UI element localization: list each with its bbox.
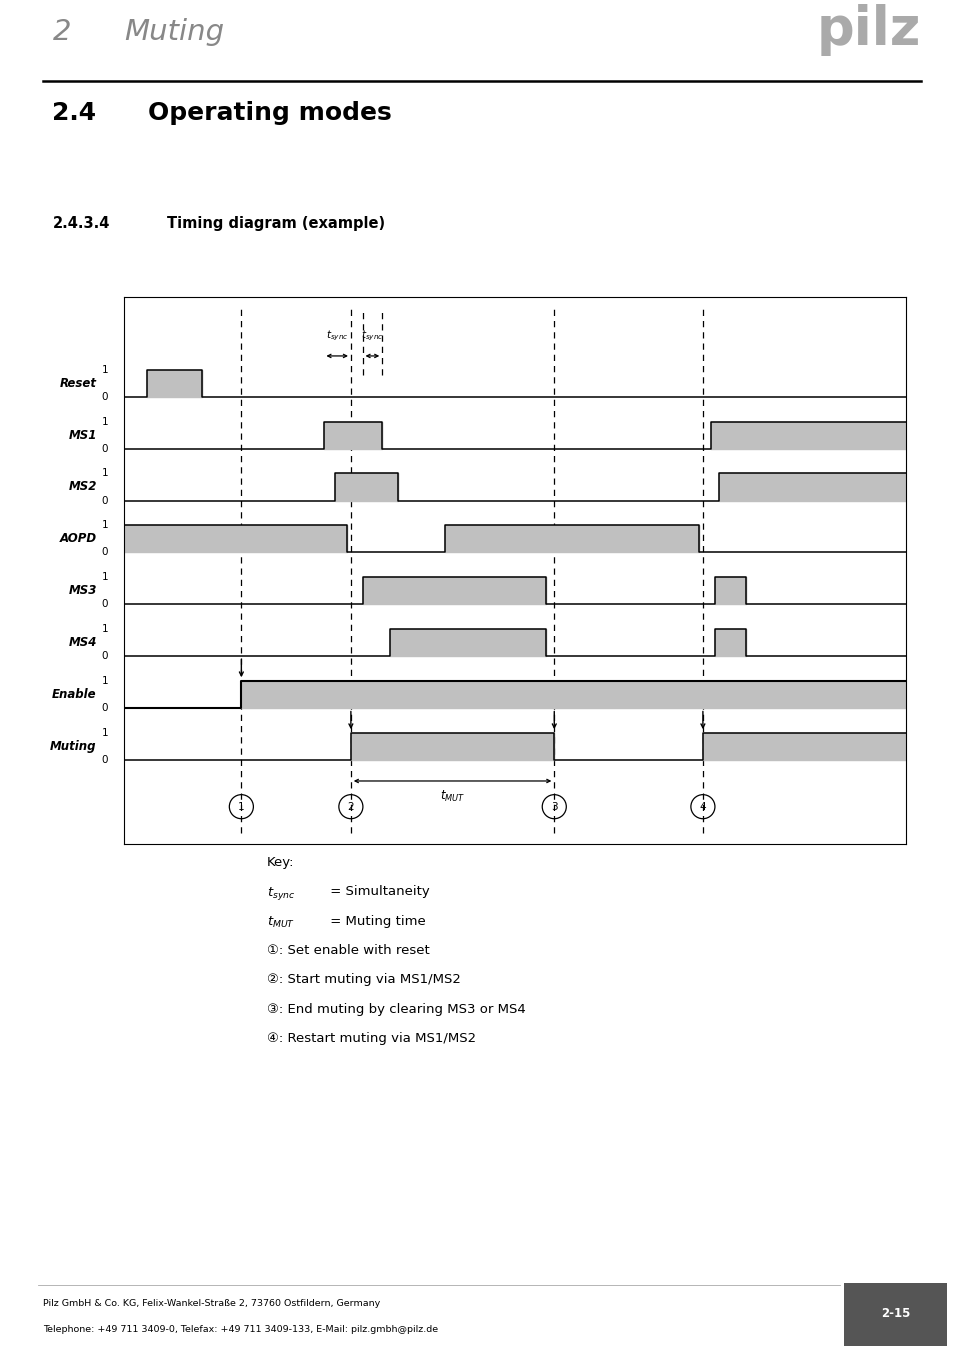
- Text: 0: 0: [102, 703, 108, 713]
- Text: MS3: MS3: [69, 585, 96, 598]
- Text: $t_{sync}$: $t_{sync}$: [267, 886, 295, 902]
- Text: 0: 0: [102, 755, 108, 765]
- Text: 2.4: 2.4: [52, 100, 96, 124]
- Text: MS2: MS2: [69, 481, 96, 494]
- Text: 0: 0: [102, 651, 108, 661]
- Text: MS4: MS4: [69, 636, 96, 649]
- Text: pilz: pilz: [816, 4, 920, 57]
- Text: 1: 1: [102, 521, 109, 531]
- Text: 0: 0: [102, 392, 108, 401]
- Text: MS1: MS1: [69, 428, 96, 441]
- Text: ③: End muting by clearing MS3 or MS4: ③: End muting by clearing MS3 or MS4: [267, 1003, 525, 1015]
- Text: 1: 1: [102, 468, 109, 478]
- Text: Telephone: +49 711 3409-0, Telefax: +49 711 3409-133, E-Mail: pilz.gmbh@pilz.de: Telephone: +49 711 3409-0, Telefax: +49 …: [43, 1326, 437, 1334]
- Text: ④: Restart muting via MS1/MS2: ④: Restart muting via MS1/MS2: [267, 1031, 476, 1045]
- Text: Enable: Enable: [52, 688, 96, 701]
- Text: Muting: Muting: [51, 740, 96, 753]
- Text: Reset: Reset: [60, 377, 96, 390]
- Text: 1: 1: [238, 802, 244, 811]
- Text: $t_{MUT}$: $t_{MUT}$: [439, 790, 465, 805]
- Text: = Muting time: = Muting time: [326, 915, 425, 927]
- Text: 1: 1: [102, 364, 109, 374]
- Text: Operating modes: Operating modes: [148, 100, 392, 124]
- Text: 0: 0: [102, 495, 108, 505]
- Text: $t_{sync}$: $t_{sync}$: [326, 329, 348, 343]
- Text: 0: 0: [102, 548, 108, 558]
- FancyBboxPatch shape: [843, 1284, 946, 1346]
- Text: Pilz GmbH & Co. KG, Felix-Wankel-Straße 2, 73760 Ostfildern, Germany: Pilz GmbH & Co. KG, Felix-Wankel-Straße …: [43, 1300, 380, 1308]
- Text: AOPD: AOPD: [59, 532, 96, 545]
- Text: 0: 0: [102, 599, 108, 609]
- Text: 1: 1: [102, 728, 109, 738]
- Text: = Simultaneity: = Simultaneity: [326, 886, 430, 899]
- Text: 2: 2: [52, 18, 71, 46]
- Text: 2: 2: [347, 802, 354, 811]
- Text: 1: 1: [102, 676, 109, 686]
- Text: $t_{MUT}$: $t_{MUT}$: [267, 915, 295, 930]
- Text: 0: 0: [102, 444, 108, 454]
- Text: 1: 1: [102, 624, 109, 634]
- Text: 2-15: 2-15: [881, 1307, 909, 1320]
- Text: Muting: Muting: [124, 18, 224, 46]
- Text: ②: Start muting via MS1/MS2: ②: Start muting via MS1/MS2: [267, 973, 460, 987]
- Text: 1: 1: [102, 572, 109, 582]
- Text: 1: 1: [102, 417, 109, 427]
- Text: $t_{sync}$: $t_{sync}$: [360, 329, 383, 343]
- Text: 3: 3: [551, 802, 557, 811]
- Text: ①: Set enable with reset: ①: Set enable with reset: [267, 944, 430, 957]
- Text: 4: 4: [699, 802, 705, 811]
- Text: Key:: Key:: [267, 856, 294, 869]
- Text: 2.4.3.4: 2.4.3.4: [52, 216, 110, 231]
- Text: Timing diagram (example): Timing diagram (example): [167, 216, 385, 231]
